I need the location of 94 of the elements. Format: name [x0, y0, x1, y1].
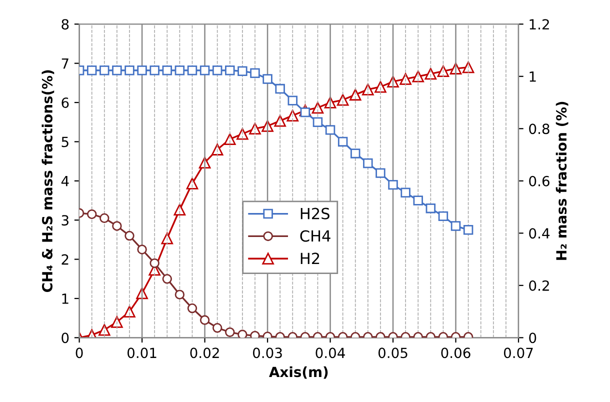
- point: [463, 225, 474, 235]
- point: [161, 232, 174, 244]
- point: [137, 244, 147, 254]
- y2-tick-label: 0.8: [529, 124, 550, 134]
- point: [374, 80, 386, 93]
- x-tick-label: 0.01: [127, 348, 156, 358]
- y2-tick-label: 0: [529, 332, 536, 344]
- x-tick-label: 0.04: [316, 348, 345, 358]
- x-axis-title: Axis(m): [269, 366, 328, 379]
- point: [412, 70, 424, 82]
- point: [186, 178, 198, 190]
- point: [238, 330, 248, 338]
- point: [200, 315, 210, 325]
- y-axis-title: CH₄ & H₂S mass fractions(%): [42, 70, 54, 292]
- y-tick-label: 7: [62, 58, 68, 69]
- point: [224, 133, 236, 145]
- point: [211, 144, 224, 156]
- y-tick-label: 2: [62, 254, 68, 265]
- point: [250, 330, 260, 338]
- point: [112, 66, 122, 76]
- point: [187, 303, 198, 314]
- y-tick-label: 8: [62, 19, 69, 30]
- point: [288, 96, 298, 106]
- point: [212, 323, 222, 333]
- y-tick-label: 0: [62, 332, 69, 344]
- point: [349, 88, 362, 101]
- point: [111, 316, 123, 328]
- x-tick-label: 0: [76, 348, 83, 358]
- point: [312, 102, 324, 114]
- x-tick-label: 0.06: [441, 348, 470, 358]
- y-tick-label: 6: [62, 97, 69, 108]
- y-tick-label: 4: [61, 176, 69, 186]
- point: [286, 110, 299, 122]
- point: [376, 168, 386, 178]
- point: [262, 74, 272, 84]
- y2-tick-label: 0.2: [529, 280, 549, 291]
- point: [200, 66, 210, 76]
- y2-axis-title: H₂ mass fraction (%): [556, 102, 568, 260]
- point: [362, 84, 374, 96]
- point: [336, 94, 349, 106]
- point: [150, 258, 160, 268]
- point: [100, 66, 110, 76]
- x-tick-label: 0.03: [252, 348, 282, 358]
- point: [338, 136, 348, 147]
- legend-label: H2S: [300, 208, 330, 220]
- point: [112, 221, 122, 231]
- point: [225, 66, 235, 76]
- point: [350, 148, 360, 158]
- point: [450, 221, 461, 231]
- y-tick-label: 5: [62, 136, 68, 148]
- point: [174, 204, 186, 216]
- point: [236, 128, 248, 140]
- point: [300, 107, 310, 118]
- point: [388, 180, 398, 190]
- point: [250, 68, 260, 78]
- point: [437, 65, 450, 78]
- point: [400, 73, 412, 85]
- point: [400, 188, 410, 198]
- point: [312, 117, 323, 127]
- point: [162, 66, 172, 76]
- point: [325, 125, 336, 135]
- point: [174, 66, 185, 76]
- y2-tick-label: 0.6: [529, 176, 550, 186]
- point: [100, 213, 110, 223]
- y-tick-label: 3: [62, 215, 68, 226]
- point: [275, 84, 285, 94]
- point: [187, 66, 198, 76]
- point: [225, 327, 235, 338]
- x-tick-label: 0.05: [378, 348, 408, 358]
- point: [438, 211, 448, 222]
- point: [174, 290, 185, 300]
- y-tick-label: 1: [62, 294, 68, 304]
- point: [86, 209, 97, 220]
- point: [162, 274, 172, 284]
- y2-tick-label: 1: [530, 72, 536, 82]
- y2-tick-label: 1.2: [530, 19, 549, 30]
- legend-label: CH4: [300, 230, 330, 242]
- x-tick-label: 0.02: [190, 348, 219, 358]
- point: [124, 230, 134, 241]
- point: [424, 68, 437, 80]
- point: [124, 306, 136, 318]
- legend-label: H2: [300, 252, 320, 264]
- y2-tick-label: 0.4: [529, 228, 550, 239]
- point: [212, 66, 222, 76]
- point: [238, 66, 248, 76]
- point: [462, 61, 474, 74]
- x-tick-label: 0.07: [504, 348, 533, 358]
- point: [363, 158, 373, 168]
- point: [413, 196, 423, 206]
- point: [150, 66, 160, 76]
- point: [137, 66, 147, 76]
- point: [426, 203, 436, 214]
- point: [86, 66, 97, 76]
- point: [124, 66, 134, 76]
